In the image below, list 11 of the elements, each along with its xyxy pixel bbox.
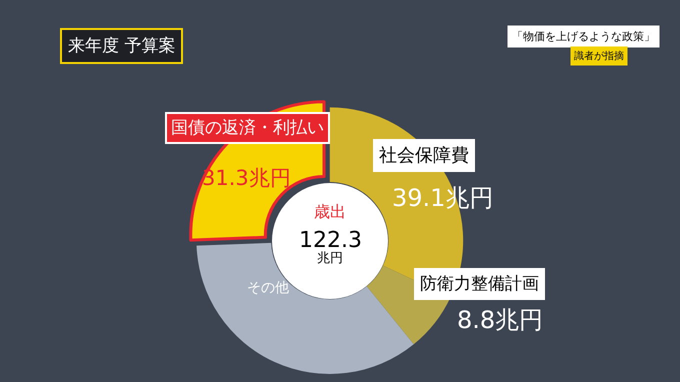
slice-label: 防衛力整備計画: [420, 274, 539, 294]
text: 「物価を上げるような政策」: [512, 30, 655, 43]
slice-label: その他: [247, 280, 289, 296]
data-label: 8.8兆円: [457, 306, 544, 334]
text: 兆円: [317, 251, 343, 266]
slice-label: 社会保障費: [379, 145, 469, 166]
data-label: 31.3兆円: [202, 166, 291, 190]
slice-label: 国債の返済・利払い: [171, 118, 324, 138]
text: 識者が指摘: [574, 50, 624, 62]
text: 歳出: [314, 202, 346, 221]
chart-title: 来年度 予算案: [68, 36, 176, 56]
